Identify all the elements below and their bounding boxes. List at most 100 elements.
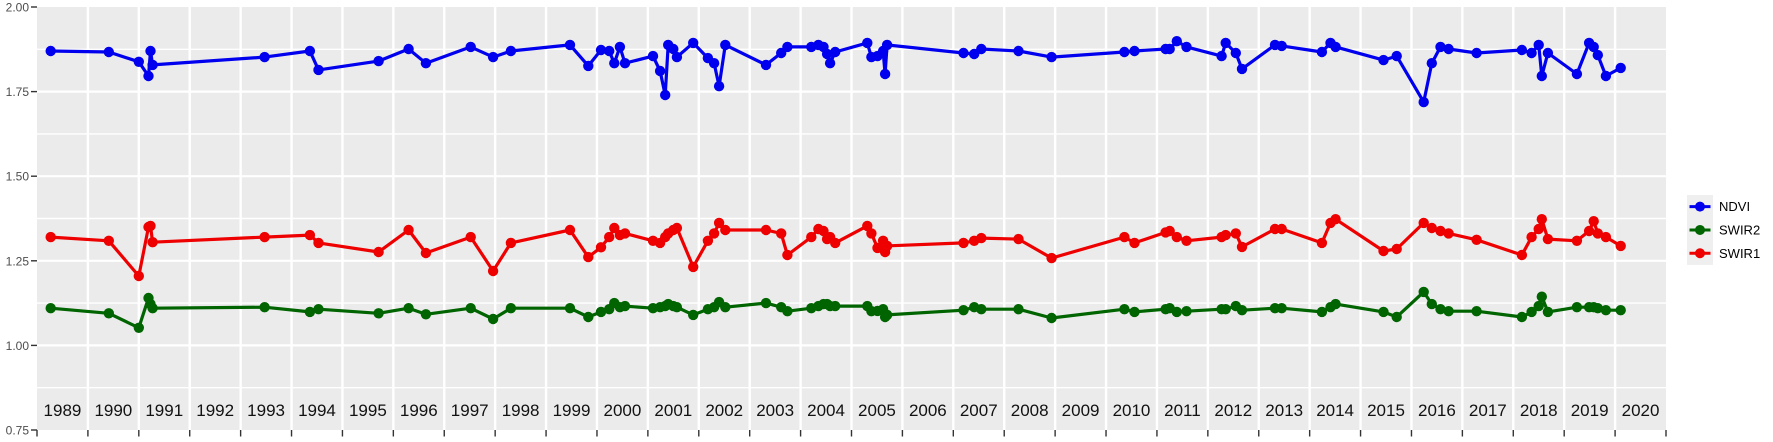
- data-point-swir2: [1378, 306, 1389, 318]
- data-point-ndvi: [143, 70, 154, 82]
- data-point-swir1: [1588, 216, 1599, 227]
- x-tick-label: 2011: [1164, 401, 1201, 420]
- data-point-swir1: [1542, 233, 1554, 245]
- data-point-swir2: [1471, 306, 1482, 317]
- data-point-swir2: [881, 309, 893, 321]
- legend-label: NDVI: [1719, 199, 1750, 214]
- data-point-swir1: [1600, 231, 1612, 243]
- data-point-ndvi: [1119, 46, 1130, 58]
- data-point-swir1: [313, 237, 324, 249]
- data-point-ndvi: [862, 37, 873, 49]
- data-point-swir2: [976, 304, 987, 315]
- legend-label: SWIR2: [1719, 222, 1760, 237]
- data-point-swir1: [1046, 252, 1057, 264]
- x-tick-label: 2009: [1062, 401, 1100, 420]
- data-point-ndvi: [708, 58, 720, 69]
- x-tick-label: 2015: [1367, 401, 1405, 420]
- y-tick-label: 1.00: [6, 339, 30, 353]
- data-point-swir2: [1418, 286, 1429, 298]
- y-tick-label: 1.25: [6, 254, 30, 268]
- x-tick-label: 1999: [553, 401, 591, 420]
- data-point-swir2: [133, 322, 144, 333]
- x-tick-label: 2001: [654, 401, 692, 420]
- data-point-swir2: [619, 300, 631, 312]
- data-point-ndvi: [647, 50, 659, 62]
- data-point-ndvi: [487, 51, 499, 63]
- data-point-swir1: [133, 270, 144, 282]
- data-point-ndvi: [1216, 50, 1227, 62]
- data-point-swir1: [688, 261, 699, 273]
- data-point-ndvi: [147, 59, 158, 71]
- data-point-ndvi: [1536, 70, 1548, 82]
- data-point-ndvi: [824, 58, 836, 69]
- data-point-ndvi: [1220, 37, 1231, 49]
- data-point-swir2: [147, 303, 158, 314]
- data-point-swir1: [1533, 223, 1544, 235]
- data-point-swir1: [373, 246, 384, 258]
- data-point-ndvi: [958, 47, 969, 59]
- data-point-ndvi: [304, 45, 316, 57]
- data-point-ndvi: [609, 58, 620, 69]
- series-line-ndvi: [49, 39, 1623, 104]
- data-point-swir2: [760, 297, 772, 309]
- data-point-swir1: [619, 228, 631, 239]
- data-point-ndvi: [1418, 96, 1429, 108]
- data-point-swir1: [760, 224, 772, 236]
- data-point-swir1: [1230, 228, 1242, 239]
- data-point-ndvi: [1129, 45, 1140, 57]
- x-tick-label: 2019: [1571, 401, 1609, 420]
- data-point-swir1: [147, 237, 158, 248]
- data-point-swir1: [881, 240, 893, 252]
- x-tick-label: 1993: [247, 401, 285, 420]
- y-tick-label: 1.50: [6, 170, 30, 184]
- data-point-ndvi: [145, 45, 156, 57]
- data-point-swir1: [304, 229, 316, 241]
- data-point-swir1: [1516, 249, 1528, 261]
- data-point-swir2: [1571, 302, 1583, 313]
- data-point-swir2: [505, 303, 517, 314]
- data-point-swir2: [1129, 306, 1140, 318]
- data-point-swir1: [1236, 241, 1248, 253]
- x-tick-label: 2002: [705, 401, 743, 420]
- series-swir1: [45, 214, 1626, 282]
- data-point-swir1: [403, 224, 414, 236]
- data-point-swir1: [1181, 235, 1192, 246]
- data-point-ndvi: [373, 55, 384, 67]
- x-tick-label: 2016: [1418, 401, 1456, 420]
- legend-label: SWIR1: [1719, 246, 1760, 261]
- data-point-ndvi: [1181, 41, 1192, 53]
- data-point-swir2: [1181, 306, 1192, 317]
- legend-key-point: [1695, 201, 1705, 212]
- data-point-swir1: [420, 247, 432, 259]
- data-point-swir1: [720, 224, 731, 236]
- data-point-ndvi: [760, 59, 772, 71]
- data-point-swir1: [1526, 231, 1537, 243]
- data-point-ndvi: [1471, 47, 1482, 59]
- data-point-swir1: [1471, 234, 1482, 245]
- data-point-swir1: [1418, 217, 1429, 229]
- data-point-swir1: [866, 228, 877, 239]
- data-point-swir2: [1600, 305, 1612, 316]
- data-point-swir2: [1516, 311, 1528, 323]
- data-point-ndvi: [1571, 68, 1583, 80]
- x-tick-label: 1991: [145, 401, 183, 420]
- x-tick-label: 2014: [1316, 401, 1354, 420]
- data-point-swir1: [1119, 231, 1130, 243]
- x-tick-label: 2017: [1469, 401, 1507, 420]
- y-tick-label: 1.75: [6, 85, 30, 99]
- data-point-swir1: [976, 232, 987, 244]
- data-point-ndvi: [976, 43, 987, 55]
- data-point-ndvi: [1600, 70, 1612, 82]
- x-tick-label: 1996: [400, 401, 438, 420]
- x-tick-label: 2005: [858, 401, 896, 420]
- data-point-swir1: [713, 217, 725, 229]
- data-point-ndvi: [259, 51, 270, 63]
- data-point-swir1: [465, 231, 476, 243]
- data-point-ndvi: [420, 58, 432, 69]
- data-point-swir1: [671, 222, 683, 234]
- data-point-swir2: [1276, 303, 1287, 314]
- series-ndvi: [45, 36, 1626, 108]
- data-point-swir2: [1220, 304, 1231, 315]
